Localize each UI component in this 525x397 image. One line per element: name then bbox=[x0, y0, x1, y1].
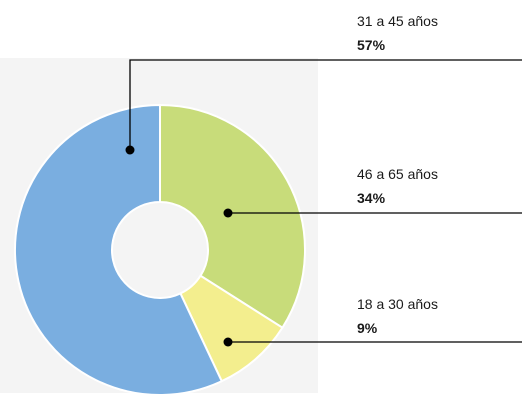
callout-lines bbox=[129, 59, 522, 343]
callout-dot-18-30 bbox=[223, 337, 233, 347]
slice-31-a-45-a-os bbox=[14, 103, 224, 396]
slice-label-18-30: 18 a 30 años bbox=[357, 296, 438, 312]
slice-label-46-65: 46 a 65 años bbox=[357, 166, 438, 182]
callout-line-31-45 bbox=[129, 59, 522, 150]
slice-46-a-65-a-os bbox=[159, 103, 306, 330]
callout-dot-31-45 bbox=[125, 145, 135, 155]
slice-pct-18-30: 9% bbox=[357, 320, 378, 336]
slice-pct-46-65: 34% bbox=[357, 190, 386, 206]
slice-label-31-45: 31 a 45 años bbox=[357, 13, 438, 29]
slice-pct-31-45: 57% bbox=[357, 37, 386, 53]
callout-dot-46-65 bbox=[223, 208, 233, 218]
callout-dots bbox=[125, 145, 233, 347]
